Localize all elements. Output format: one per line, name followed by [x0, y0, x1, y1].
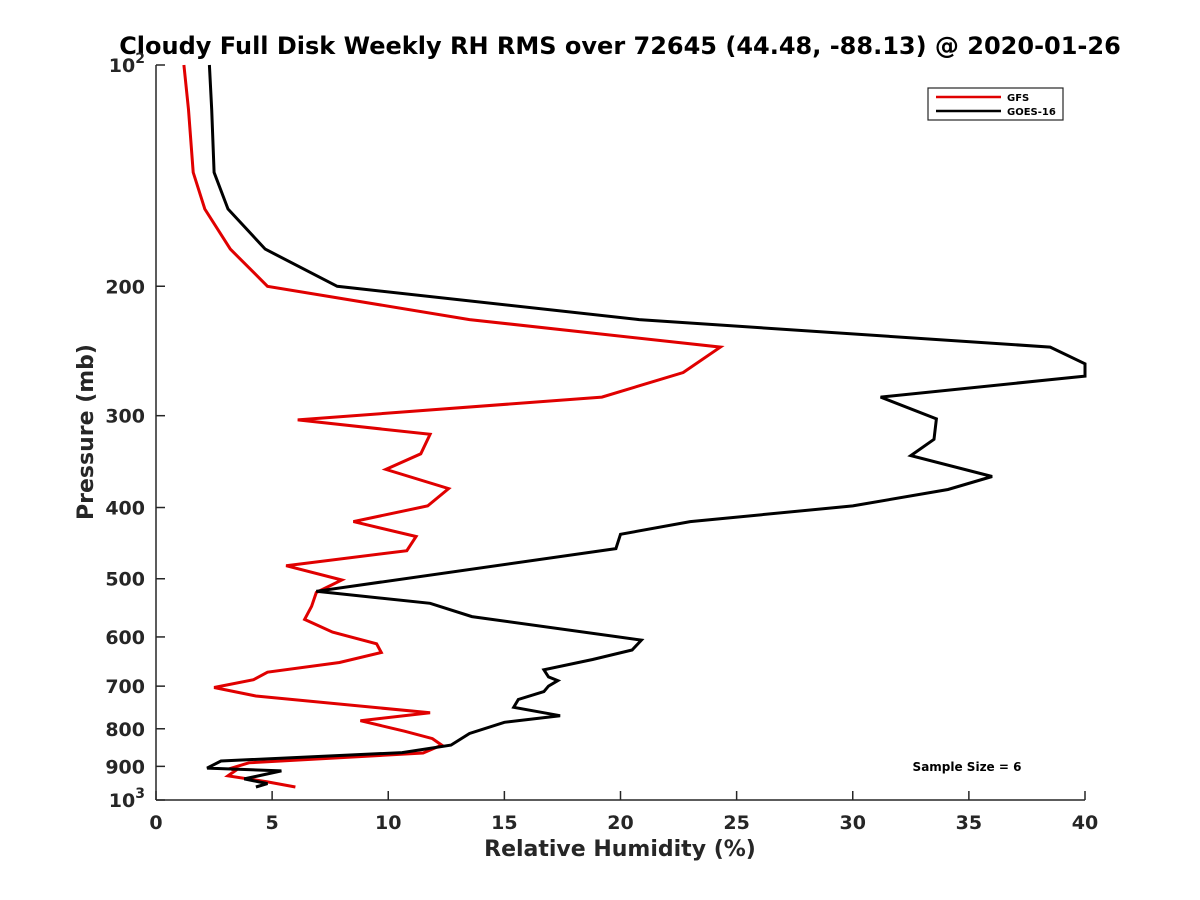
y-tick-label: 700 [105, 676, 145, 698]
x-tick-label: 40 [1072, 812, 1098, 834]
y-tick-label: 102 [109, 51, 145, 77]
series-line-goes16 [206, 64, 1087, 789]
chart-title: Cloudy Full Disk Weekly RH RMS over 7264… [119, 32, 1121, 60]
x-tick-label: 35 [956, 812, 982, 834]
y-axis-label: Pressure (mb) [74, 344, 99, 520]
y-tick-label: 600 [105, 627, 145, 649]
legend-label-goes16: GOES-16 [1007, 107, 1056, 118]
y-tick-label: 300 [105, 406, 145, 428]
series-line-gfs [182, 64, 725, 789]
plot-area: 0 5 10 15 20 25 30 35 40 102 200 300 400 500 600 700 80… [105, 51, 1098, 834]
x-tick-label: 10 [375, 812, 401, 834]
y-tick-label: 400 [105, 498, 145, 520]
x-ticks: 0 5 10 15 20 25 30 35 40 [149, 791, 1098, 834]
y-tick-label: 200 [105, 276, 145, 298]
legend-label-gfs: GFS [1007, 93, 1029, 104]
x-axis-label: Relative Humidity (%) [484, 837, 756, 862]
x-tick-label: 15 [491, 812, 517, 834]
y-ticks: 102 200 300 400 500 600 700 800 900 103 [105, 51, 165, 812]
sample-size-annotation: Sample Size = 6 [913, 760, 1022, 774]
x-tick-label: 20 [607, 812, 633, 834]
y-tick-label: 103 [109, 786, 145, 812]
x-tick-label: 5 [266, 812, 279, 834]
series-layer [182, 64, 1087, 789]
y-tick-label: 900 [105, 756, 145, 778]
x-tick-label: 0 [149, 812, 162, 834]
y-tick-label: 800 [105, 719, 145, 741]
x-tick-label: 30 [840, 812, 866, 834]
legend: GFS GOES-16 [927, 87, 1064, 121]
legend-box [927, 87, 1064, 121]
x-tick-label: 25 [723, 812, 749, 834]
y-tick-label: 500 [105, 569, 145, 591]
